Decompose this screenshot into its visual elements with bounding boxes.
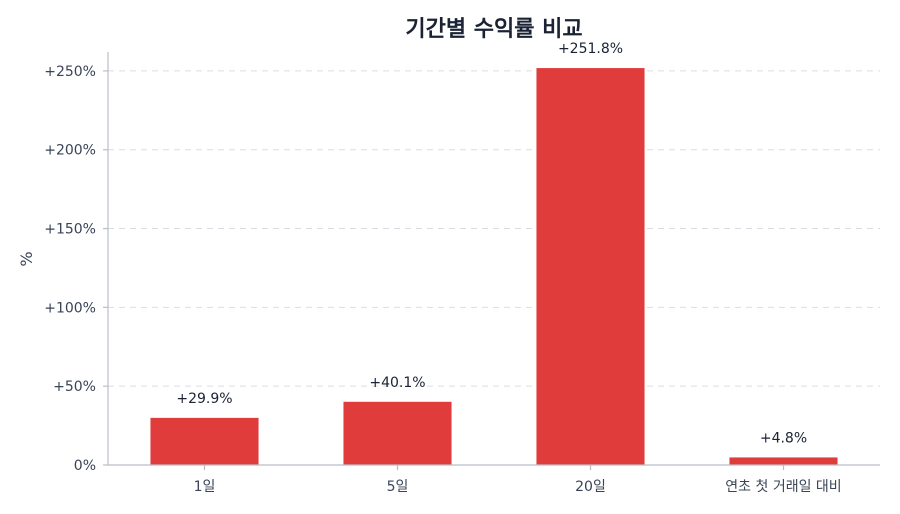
data-labels: +29.9% +40.1% +251.8% +4.8% [176,41,807,446]
chart-title: 기간별 수익률 비교 [405,17,582,42]
bar-value-label: +251.8% [558,41,623,57]
axes: 0% +50% +100% +150% +200% +250% 1일 5일 20일 연초 첫 거래… [44,52,880,495]
bar [536,68,645,466]
x-tick-label: 1일 [194,479,216,495]
bar [729,457,838,465]
bars [150,68,838,466]
y-tick-label: +50% [53,379,96,395]
y-tick-label: +150% [44,222,96,238]
bar [343,401,452,465]
bar-value-label: +40.1% [369,375,425,391]
y-tick-label: +200% [44,143,96,159]
x-tick-label: 20일 [575,479,606,495]
bar [150,417,259,465]
y-tick-label: +100% [44,300,96,316]
y-tick-label: 0% [74,458,96,474]
bar-value-label: +29.9% [176,391,232,407]
bar-value-label: +4.8% [760,430,807,446]
grid-lines [108,70,880,387]
x-tick-label: 5일 [387,479,409,495]
y-axis-label: % [17,251,36,266]
x-tick-label: 연초 첫 거래일 대비 [725,479,841,495]
y-tick-label: +250% [44,64,96,80]
